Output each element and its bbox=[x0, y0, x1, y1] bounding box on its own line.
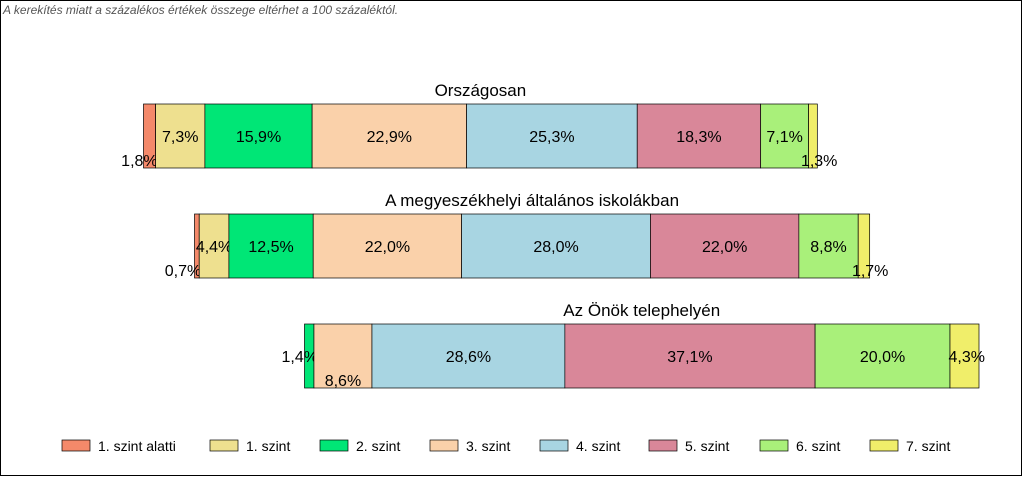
bar-segment-3-5 bbox=[371, 323, 566, 389]
data-label-2-8: 1,7% bbox=[852, 263, 888, 280]
legend-swatch-4 bbox=[429, 439, 459, 452]
rounding-note: A kerekítés miatt a százalékos értékek ö… bbox=[3, 3, 399, 17]
bar-segment-1-4 bbox=[311, 103, 467, 169]
legend-label-6: 5. szint bbox=[685, 438, 729, 454]
data-label-2-5: 28,0% bbox=[533, 239, 578, 256]
data-label-2-6: 22,0% bbox=[702, 239, 747, 256]
data-label-2-1: 0,7% bbox=[165, 263, 201, 280]
legend-label-3: 2. szint bbox=[356, 438, 400, 454]
data-label-3-3: 1,4% bbox=[281, 349, 317, 366]
legend-swatch-5 bbox=[539, 439, 569, 452]
data-label-3-6: 37,1% bbox=[667, 349, 712, 366]
data-label-1-6: 18,3% bbox=[676, 129, 721, 146]
data-label-1-5: 25,3% bbox=[529, 129, 574, 146]
data-label-1-8: 1,3% bbox=[801, 153, 837, 170]
bar-segment-3-7 bbox=[814, 323, 951, 389]
data-label-2-4: 22,0% bbox=[365, 239, 410, 256]
legend-swatch-3 bbox=[319, 439, 349, 452]
legend-swatch-7 bbox=[759, 439, 789, 452]
data-label-3-4: 8,6% bbox=[325, 373, 361, 390]
data-label-3-5: 28,6% bbox=[446, 349, 491, 366]
data-label-2-2: 4,4% bbox=[196, 239, 232, 256]
bar-segment-2-8 bbox=[857, 213, 871, 279]
series-title-3: Az Önök telephelyén bbox=[563, 301, 720, 320]
data-label-1-3: 15,9% bbox=[236, 129, 281, 146]
bar-segment-2-3 bbox=[228, 213, 314, 279]
bar-segment-2-5 bbox=[461, 213, 651, 279]
bar-segment-1-7 bbox=[760, 103, 809, 169]
legend-swatch-6 bbox=[648, 439, 678, 452]
bar-segment-1-6 bbox=[636, 103, 762, 169]
series-title-2: A megyeszékhelyi általános iskolákban bbox=[385, 191, 679, 210]
bar-segment-2-4 bbox=[312, 213, 462, 279]
legend-label-8: 7. szint bbox=[906, 438, 950, 454]
data-label-1-2: 7,3% bbox=[162, 129, 198, 146]
data-label-1-4: 22,9% bbox=[367, 129, 412, 146]
data-label-3-8: 4,3% bbox=[949, 349, 985, 366]
bar-segment-3-8 bbox=[949, 323, 980, 389]
bar-segment-2-7 bbox=[798, 213, 859, 279]
series-title-1: Országosan bbox=[435, 81, 527, 100]
legend-swatch-8 bbox=[869, 439, 899, 452]
bar-segment-3-6 bbox=[564, 323, 816, 389]
legend-label-2: 1. szint bbox=[246, 438, 290, 454]
data-label-3-7: 20,0% bbox=[860, 349, 905, 366]
legend-swatch-1 bbox=[61, 439, 91, 452]
data-label-1-1: 1,8% bbox=[121, 153, 157, 170]
legend-swatch-2 bbox=[209, 439, 239, 452]
legend-label-1: 1. szint alatti bbox=[98, 438, 176, 454]
data-label-2-3: 12,5% bbox=[248, 239, 293, 256]
bar-segment-1-8 bbox=[808, 103, 818, 169]
bar-segment-1-2 bbox=[155, 103, 206, 169]
data-label-2-7: 8,8% bbox=[810, 239, 846, 256]
data-label-1-7: 7,1% bbox=[766, 129, 802, 146]
legend-label-5: 4. szint bbox=[576, 438, 620, 454]
legend-label-7: 6. szint bbox=[796, 438, 840, 454]
legend-label-4: 3. szint bbox=[466, 438, 510, 454]
bar-segment-1-5 bbox=[466, 103, 638, 169]
